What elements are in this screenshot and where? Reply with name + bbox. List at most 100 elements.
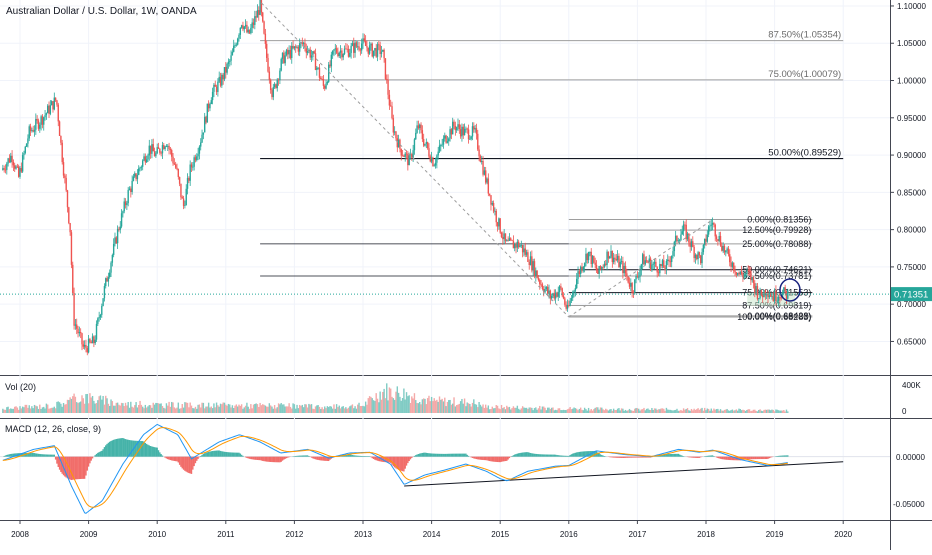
volume-bar xyxy=(361,406,362,413)
volume-bar xyxy=(83,398,84,413)
candle-body xyxy=(447,141,448,143)
volume-bar xyxy=(527,409,528,413)
volume-bar xyxy=(157,403,158,413)
volume-bar xyxy=(630,410,631,413)
candle-body xyxy=(18,167,19,177)
macd-histogram-bar xyxy=(461,454,462,457)
macd-histogram-bar xyxy=(692,457,693,458)
macd-histogram-bar xyxy=(546,454,547,456)
volume-bar xyxy=(753,410,754,413)
macd-histogram-bar xyxy=(455,454,456,457)
macd-histogram-bar xyxy=(232,452,233,456)
candle-body xyxy=(567,305,568,309)
macd-histogram-bar xyxy=(77,457,78,479)
candle-body xyxy=(98,317,99,318)
macd-histogram-bar xyxy=(317,457,318,460)
macd-histogram-bar xyxy=(324,457,325,461)
candle-body xyxy=(412,150,413,158)
candle-body xyxy=(758,298,759,299)
macd-histogram-bar xyxy=(481,457,482,460)
macd-histogram-bar xyxy=(88,457,89,467)
volume-bar xyxy=(341,407,342,413)
volume-bar xyxy=(780,411,781,413)
volume-bar xyxy=(63,403,64,413)
macd-histogram-bar xyxy=(635,457,636,458)
volume-bar xyxy=(162,406,163,413)
price-tick-label: 0.80000 xyxy=(897,226,926,235)
candle-body xyxy=(559,286,560,292)
candle-body xyxy=(270,80,271,90)
candle-body xyxy=(129,189,130,190)
candle-body xyxy=(494,211,495,212)
candle-body xyxy=(610,251,611,257)
candle-body xyxy=(408,155,409,165)
volume-bar xyxy=(71,399,72,413)
candle-body xyxy=(613,258,614,262)
candle-body xyxy=(432,158,433,166)
macd-histogram-bar xyxy=(542,454,543,456)
volume-bar xyxy=(269,403,270,413)
volume-bar xyxy=(507,407,508,413)
volume-bar xyxy=(535,407,536,413)
candle-body xyxy=(529,262,530,265)
candle-body xyxy=(356,42,357,46)
volume-bar xyxy=(35,406,36,413)
macd-histogram-bar xyxy=(40,454,41,457)
volume-bar xyxy=(121,403,122,413)
macd-histogram-bar xyxy=(43,454,44,456)
candle-body xyxy=(126,203,127,205)
macd-histogram-bar xyxy=(261,457,262,461)
macd-histogram-bar xyxy=(195,457,196,464)
candle-body xyxy=(134,173,135,176)
candle-body xyxy=(443,139,444,145)
volume-bar xyxy=(195,407,196,413)
candle-body xyxy=(191,165,192,168)
volume-bar xyxy=(670,410,671,413)
macd-histogram-bar xyxy=(150,446,151,457)
candle-body xyxy=(56,100,57,104)
volume-bar xyxy=(387,400,388,413)
candle-body xyxy=(645,260,646,264)
macd-histogram-bar xyxy=(85,457,86,476)
volume-bar xyxy=(146,408,147,413)
candle-body xyxy=(48,106,49,114)
macd-histogram-bar xyxy=(779,456,780,457)
macd-histogram-bar xyxy=(517,454,518,457)
macd-histogram-bar xyxy=(722,457,723,460)
volume-bar xyxy=(692,410,693,413)
macd-histogram-bar xyxy=(625,457,626,458)
volume-bar xyxy=(755,411,756,413)
macd-histogram-bar xyxy=(548,455,549,457)
volume-bar xyxy=(127,402,128,413)
candle-body xyxy=(188,178,189,181)
macd-histogram-bar xyxy=(679,454,680,456)
volume-bar xyxy=(56,402,57,413)
macd-histogram-bar xyxy=(196,457,197,461)
candle-body xyxy=(6,164,7,170)
macd-histogram-bar xyxy=(158,450,159,456)
candle-body xyxy=(477,134,478,150)
volume-bar xyxy=(250,404,251,413)
candle-body xyxy=(317,68,318,69)
macd-histogram-bar xyxy=(6,455,7,457)
candle-body xyxy=(678,240,679,241)
volume-bar xyxy=(571,409,572,413)
macd-histogram-bar xyxy=(166,457,167,459)
candle-body xyxy=(242,25,243,29)
macd-histogram-bar xyxy=(238,453,239,457)
candle-body xyxy=(763,290,764,297)
candle-body xyxy=(104,286,105,298)
macd-histogram-bar xyxy=(234,453,235,457)
candle-body xyxy=(655,262,656,267)
time-tick-label: 2013 xyxy=(354,530,372,539)
candle-body xyxy=(230,55,231,60)
volume-bar xyxy=(684,410,685,413)
macd-histogram-bar xyxy=(724,457,725,460)
candle-body xyxy=(490,195,491,204)
macd-histogram-bar xyxy=(352,455,353,457)
volume-bar xyxy=(430,401,431,413)
volume-bar xyxy=(43,407,44,413)
volume-bar xyxy=(773,410,774,413)
macd-histogram-bar xyxy=(187,457,188,473)
macd-histogram-bar xyxy=(51,455,52,457)
